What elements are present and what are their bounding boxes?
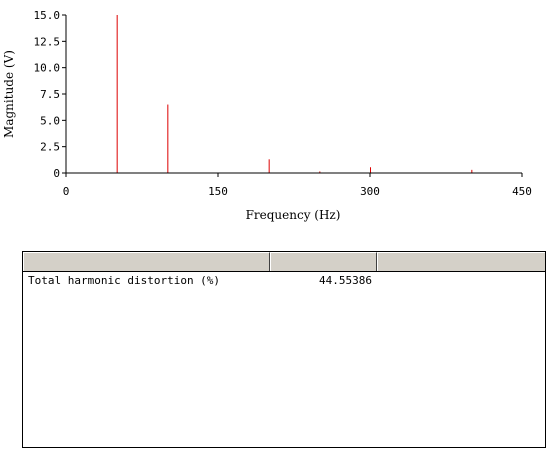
- x-axis-title: Frequency (Hz): [246, 208, 341, 222]
- y-tick-label: 5.0: [40, 114, 60, 127]
- table-row[interactable]: Total harmonic distortion (%) 44.55386: [23, 273, 545, 291]
- column-header-extra[interactable]: [377, 252, 545, 271]
- column-header-name[interactable]: [23, 252, 270, 271]
- y-axis-title: Magnitude (V): [2, 50, 16, 138]
- column-header-value[interactable]: [270, 252, 377, 271]
- x-tick-label: 300: [360, 185, 380, 198]
- metric-name: Total harmonic distortion (%): [28, 274, 221, 287]
- x-tick-label: 150: [208, 185, 228, 198]
- metric-value: 44.55386: [319, 274, 372, 287]
- y-tick-label: 0: [53, 167, 60, 180]
- results-table: Total harmonic distortion (%) 44.55386: [22, 251, 546, 448]
- y-tick-label: 10.0: [34, 62, 61, 75]
- y-tick-label: 15.0: [34, 9, 61, 22]
- x-tick-label: 0: [63, 185, 70, 198]
- spectrum-chart: 0 2.5 5.0 7.5 10.0 12.5 15.0 0 150 300 450 Freque…: [2, 9, 532, 222]
- x-tick-label: 450: [512, 185, 532, 198]
- y-tick-label: 7.5: [40, 88, 60, 101]
- results-header: [23, 252, 545, 272]
- y-tick-label: 2.5: [40, 141, 60, 154]
- y-tick-label: 12.5: [34, 35, 61, 48]
